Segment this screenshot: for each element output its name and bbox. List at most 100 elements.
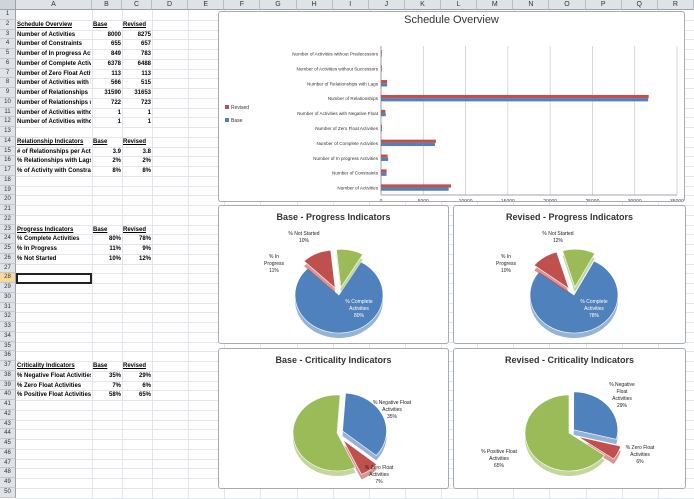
base-progress-chart[interactable]: Base - Progress Indicators % Complete Act… [218, 205, 449, 344]
row-header[interactable]: 1 [0, 10, 16, 20]
revised-criticality-chart[interactable]: Revised - Criticality Indicators % Negat… [453, 348, 686, 489]
row-header[interactable]: 10 [0, 97, 16, 108]
revised-value[interactable]: 6488 [137, 60, 151, 67]
row-header[interactable]: 36 [0, 351, 16, 361]
base-value[interactable]: 7% [112, 382, 121, 389]
revised-value[interactable]: 29% [138, 372, 151, 379]
row-header[interactable]: 8 [0, 78, 16, 88]
base-value[interactable]: 849 [110, 51, 121, 57]
column-header[interactable]: F [224, 0, 261, 10]
column-header[interactable]: M [477, 0, 514, 10]
row-header[interactable]: 27 [0, 263, 16, 274]
column-header[interactable]: D [152, 0, 189, 10]
row-header[interactable]: 24 [0, 234, 16, 244]
row-header[interactable]: 41 [0, 400, 16, 410]
row-header[interactable]: 12 [0, 117, 16, 127]
row-label[interactable]: # of Relationships per Activity [17, 148, 91, 155]
column-label[interactable]: Revised [123, 226, 147, 233]
revised-value[interactable]: 113 [141, 70, 151, 77]
revised-value[interactable]: 8275 [137, 31, 151, 38]
row-header[interactable]: 14 [0, 136, 16, 147]
row-header[interactable]: 46 [0, 448, 16, 459]
row-label[interactable]: Number of Zero Float Activities [17, 70, 91, 77]
row-header[interactable]: 18 [0, 175, 16, 186]
base-value[interactable]: 8000 [107, 31, 121, 38]
revised-value[interactable]: 3.8 [142, 148, 151, 155]
column-label[interactable]: Base [93, 226, 108, 233]
row-header[interactable]: 26 [0, 253, 16, 264]
row-header[interactable]: 33 [0, 322, 16, 332]
section-title[interactable]: Schedule Overview [17, 21, 73, 28]
base-value[interactable]: 6378 [107, 60, 121, 67]
column-header[interactable]: Q [621, 0, 658, 10]
row-header[interactable]: 19 [0, 185, 16, 196]
revised-value[interactable]: 1 [147, 119, 151, 126]
row-header[interactable]: 35 [0, 341, 16, 352]
column-header[interactable]: N [513, 0, 550, 10]
base-value[interactable]: 80% [108, 236, 121, 243]
column-header[interactable]: R [657, 0, 694, 10]
row-header[interactable]: 40 [0, 390, 16, 400]
row-header[interactable]: 38 [0, 370, 16, 381]
row-header[interactable]: 2 [0, 19, 16, 30]
row-label[interactable]: % In Progress [17, 246, 58, 252]
row-header[interactable]: 21 [0, 205, 16, 215]
row-label[interactable]: Number of Activities without Successors [17, 109, 91, 116]
base-value[interactable]: 58% [108, 392, 121, 399]
column-header[interactable]: J [368, 0, 405, 10]
row-header[interactable]: 42 [0, 409, 16, 420]
row-header[interactable]: 9 [0, 88, 16, 98]
row-label[interactable]: Number of Complete Activities [17, 60, 91, 67]
section-title[interactable]: Relationship Indicators [17, 138, 84, 145]
column-header[interactable]: K [404, 0, 442, 10]
row-header[interactable]: 17 [0, 166, 16, 176]
revised-value[interactable]: 78% [138, 236, 151, 243]
revised-value[interactable]: 8% [142, 168, 151, 174]
row-label[interactable]: Number of Relationships with Lags [17, 99, 91, 106]
revised-value[interactable]: 31653 [134, 90, 151, 96]
row-label[interactable]: % Not Started [17, 255, 57, 262]
schedule-overview-chart[interactable]: Schedule Overview 0 5000 10000 15000 20000 25… [218, 11, 685, 202]
column-header[interactable]: I [332, 0, 369, 10]
revised-value[interactable]: 2% [142, 158, 151, 165]
column-label[interactable]: Revised [123, 21, 147, 28]
row-header[interactable]: 11 [0, 107, 16, 118]
revised-value[interactable]: 12% [138, 255, 151, 262]
revised-value[interactable]: 657 [140, 41, 151, 48]
row-header[interactable]: 49 [0, 478, 16, 488]
row-label[interactable]: % Positive Float Activities [17, 392, 91, 399]
row-header[interactable]: 20 [0, 195, 16, 205]
row-header[interactable]: 44 [0, 429, 16, 439]
column-header[interactable]: L [441, 0, 478, 10]
revised-progress-chart[interactable]: Revised - Progress Indicators % Complete… [453, 205, 686, 344]
revised-value[interactable]: 723 [140, 99, 151, 106]
row-header[interactable]: 23 [0, 224, 16, 235]
revised-value[interactable]: 1 [147, 109, 151, 116]
revised-value[interactable]: 65% [138, 392, 151, 399]
column-header[interactable]: E [188, 0, 225, 10]
row-header[interactable]: 28 [0, 273, 16, 283]
row-header[interactable]: 50 [0, 487, 16, 498]
revised-value[interactable]: 783 [140, 51, 151, 57]
base-value[interactable]: 3.9 [112, 148, 121, 155]
base-value[interactable]: 10% [108, 255, 121, 262]
row-header[interactable]: 13 [0, 127, 16, 137]
column-label[interactable]: Base [93, 21, 108, 28]
base-value[interactable]: 2% [112, 158, 121, 165]
base-value[interactable]: 31590 [104, 90, 121, 96]
row-header[interactable]: 48 [0, 468, 16, 478]
row-header[interactable]: 16 [0, 156, 16, 166]
row-header[interactable]: 5 [0, 49, 16, 59]
base-value[interactable]: 1 [117, 109, 121, 116]
column-header[interactable]: A [16, 0, 92, 10]
row-label[interactable]: % Complete Activities [17, 236, 80, 243]
row-header[interactable]: 6 [0, 58, 16, 69]
column-header[interactable]: P [585, 0, 622, 10]
section-title[interactable]: Criticality Indicators [17, 363, 75, 369]
selected-cell[interactable] [16, 273, 92, 284]
row-label[interactable]: % of Activity with Constraints [17, 168, 91, 174]
revised-value[interactable]: 515 [140, 80, 151, 87]
row-header[interactable]: 32 [0, 312, 16, 322]
row-label[interactable]: Number of Activities without Predecessor… [17, 119, 91, 126]
